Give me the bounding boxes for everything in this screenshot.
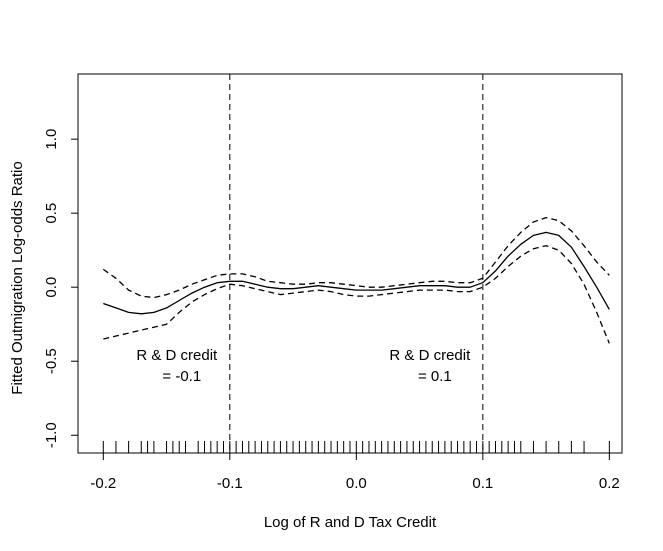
series-fit <box>103 231 610 315</box>
y-axis-label: Fitted Outmigration Log-odds Ratio <box>9 161 26 394</box>
reference-label-line1: R & D credit <box>136 347 218 364</box>
reference-label-line2: = 0.1 <box>418 368 452 385</box>
reference-label-line2: = -0.1 <box>162 368 201 385</box>
y-tick-label: -1.0 <box>43 422 60 448</box>
plot-frame <box>77 73 623 454</box>
y-tick-label: 1.0 <box>43 129 60 150</box>
series-upper-band <box>102 216 610 299</box>
x-tick-label: 0.0 <box>346 475 367 492</box>
series-lower-band <box>103 245 610 344</box>
y-tick-label: 0.0 <box>43 277 60 298</box>
x-tick-label: 0.1 <box>472 475 493 492</box>
y-tick-label: 0.5 <box>43 203 60 224</box>
x-axis-label: Log of R and D Tax Credit <box>264 514 437 531</box>
x-tick-label: -0.1 <box>217 475 243 492</box>
reference-label-line1: R & D credit <box>389 347 471 364</box>
x-tick-label: 0.2 <box>599 475 620 492</box>
y-tick-label: -0.5 <box>43 348 60 374</box>
x-tick-label: -0.2 <box>90 475 116 492</box>
